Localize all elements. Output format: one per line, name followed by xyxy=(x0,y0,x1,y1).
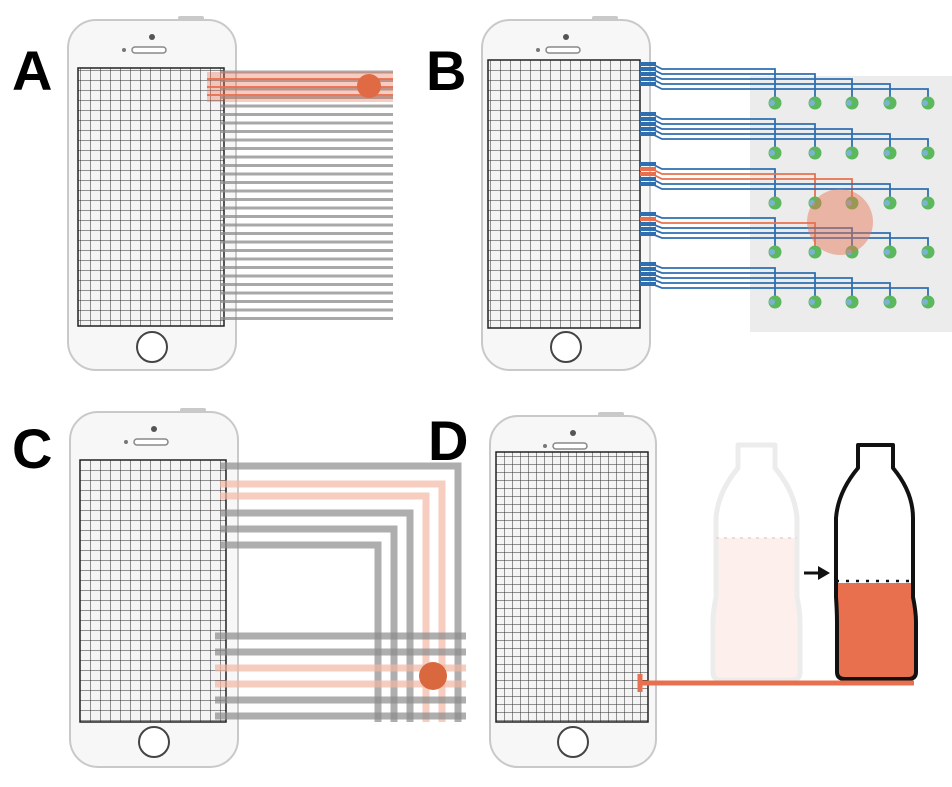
sense-line xyxy=(220,492,430,722)
arrow-right-icon xyxy=(804,566,830,580)
connector xyxy=(640,182,656,186)
electrode-dot xyxy=(846,100,852,106)
gray-sense-lines xyxy=(220,70,393,320)
panel-label-b: B xyxy=(426,39,466,102)
connector xyxy=(640,222,656,226)
electrode-dot xyxy=(922,150,928,156)
sense-line xyxy=(220,480,446,722)
connector xyxy=(640,172,656,176)
electrode-dot xyxy=(809,249,815,255)
connector xyxy=(640,212,656,216)
connector xyxy=(640,267,656,271)
electrode-dot xyxy=(809,200,815,206)
electrode-dot xyxy=(769,299,775,305)
electrode-dot xyxy=(922,200,928,206)
panel-c: C xyxy=(12,408,466,768)
connector xyxy=(640,167,656,171)
connector xyxy=(640,282,656,286)
connector xyxy=(640,177,656,181)
electrode-dot xyxy=(769,100,775,106)
panel-a: A xyxy=(12,16,393,371)
bottle-icon xyxy=(834,443,918,681)
connector xyxy=(640,277,656,281)
electrode-dot xyxy=(922,299,928,305)
electrode-dot xyxy=(769,150,775,156)
connector xyxy=(640,77,656,81)
smartphone-icon xyxy=(489,412,657,768)
electrode-dot xyxy=(769,200,775,206)
connector xyxy=(640,227,656,231)
electrode-dot xyxy=(884,249,890,255)
connector xyxy=(640,272,656,276)
connector xyxy=(640,117,656,121)
panel-label-c: C xyxy=(12,417,52,480)
sense-line xyxy=(220,525,398,722)
connector xyxy=(640,232,656,236)
connector xyxy=(640,262,656,266)
connector xyxy=(640,82,656,86)
touch-point xyxy=(419,662,447,690)
electrode-dot xyxy=(809,299,815,305)
electrode-dot xyxy=(884,299,890,305)
electrode-dot xyxy=(884,150,890,156)
connector xyxy=(640,67,656,71)
electrode-dot xyxy=(922,249,928,255)
panel-d: D xyxy=(428,409,918,768)
smartphone-icon xyxy=(67,16,237,371)
electrode-dot xyxy=(809,100,815,106)
connector xyxy=(640,162,656,166)
electrode-dot xyxy=(884,200,890,206)
connector xyxy=(640,112,656,116)
electrode-dot xyxy=(769,249,775,255)
smartphone-icon xyxy=(481,16,651,371)
touch-point xyxy=(807,189,873,255)
electrode-dot xyxy=(884,100,890,106)
connector xyxy=(640,72,656,76)
smartphone-icon xyxy=(69,408,239,768)
connector xyxy=(640,217,656,221)
connector xyxy=(640,132,656,136)
connector xyxy=(640,122,656,126)
bottle-icon xyxy=(710,442,803,683)
electrode-dots xyxy=(768,96,935,309)
electrode-wires xyxy=(640,62,929,302)
panel-b: B xyxy=(426,16,952,371)
electrode-dot xyxy=(846,150,852,156)
electrode-dot xyxy=(809,150,815,156)
routed-sense-lines xyxy=(215,462,466,722)
electrode-dot xyxy=(846,200,852,206)
panel-label-a: A xyxy=(12,39,52,102)
touch-point xyxy=(357,74,381,98)
electrode-dot xyxy=(846,249,852,255)
connector xyxy=(640,62,656,66)
sense-line xyxy=(220,541,382,722)
panel-label-d: D xyxy=(428,409,468,472)
connector xyxy=(640,127,656,131)
electrode-dot xyxy=(922,100,928,106)
electrode-dot xyxy=(846,299,852,305)
